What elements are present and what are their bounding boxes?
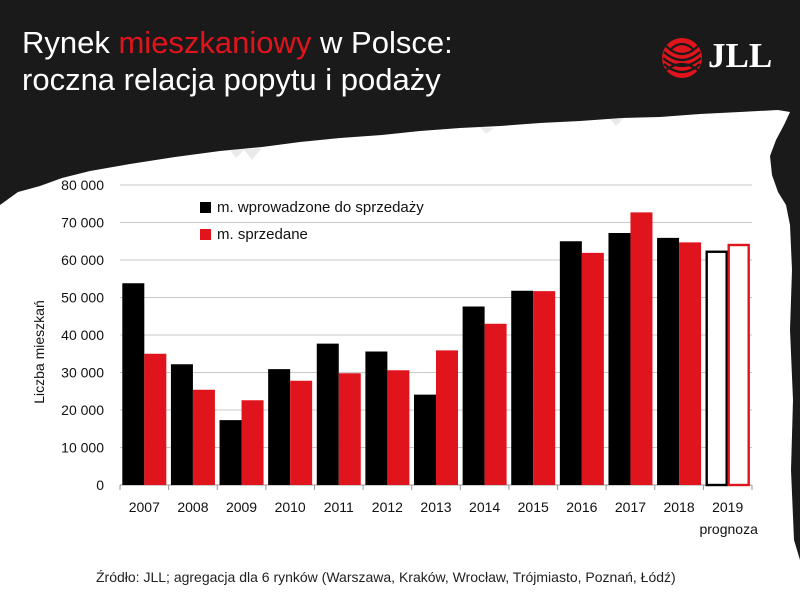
bar-sold <box>581 252 604 485</box>
bar-introduced <box>462 306 485 485</box>
bar-introduced <box>219 420 242 485</box>
bars <box>122 212 750 487</box>
legend: m. wprowadzone do sprzedaży m. sprzedane <box>200 199 424 243</box>
y-tick-label: 30 000 <box>61 365 104 381</box>
legend-swatch <box>200 202 211 213</box>
x-tick-label: 2008 <box>177 499 208 515</box>
title-highlight: mieszkaniowy <box>118 25 312 60</box>
bar-sold <box>630 212 653 485</box>
y-axis-label: Liczba mieszkań <box>31 300 47 404</box>
title-line-1: Rynek mieszkaniowy w Polsce: <box>22 24 453 61</box>
x-tick-label: 2019 <box>712 499 743 515</box>
bar-sold <box>192 389 215 485</box>
source-note: Źródło: JLL; agregacja dla 6 rynków (War… <box>96 569 676 585</box>
x-tick-label: 2014 <box>469 499 500 515</box>
bar-introduced <box>316 343 339 485</box>
legend-swatch <box>200 229 211 240</box>
bar-introduced <box>608 233 631 485</box>
x-tick-label: 2011 <box>324 499 354 515</box>
y-tick-label: 0 <box>96 477 104 493</box>
y-tick-label: 10 000 <box>61 440 104 456</box>
jll-logo-icon <box>662 38 702 78</box>
legend-label: m. sprzedane <box>217 226 308 243</box>
bar-introduced <box>268 369 291 485</box>
bar-sold <box>290 380 313 485</box>
bar-introduced <box>511 290 534 485</box>
x-tick-label: 2012 <box>372 499 403 515</box>
title-part-2: w Polsce: <box>311 25 453 60</box>
bar-sold <box>387 370 410 485</box>
bar-sold <box>144 353 167 485</box>
x-tick-label: 2017 <box>615 499 646 515</box>
y-tick-label: 80 000 <box>61 177 104 193</box>
logo-text: JLL <box>708 36 773 75</box>
title-line-2: roczna relacja popytu i podaży <box>22 62 441 97</box>
bar-introduced <box>170 364 193 485</box>
bar-introduced <box>559 241 582 485</box>
y-tick-label: 50 000 <box>61 290 104 306</box>
bar-sold <box>338 373 361 485</box>
x-axis-tick-labels: 2007 2008 2009 2010 2011 2012 2013 2014 2015 2016… <box>129 499 758 537</box>
bar-sold <box>679 242 702 485</box>
bar-introduced <box>122 283 145 485</box>
bar-sold <box>241 400 264 485</box>
y-tick-label: 60 000 <box>61 252 104 268</box>
x-tick-label: 2018 <box>663 499 694 515</box>
x-tick-label: 2015 <box>518 499 549 515</box>
bar-introduced <box>705 250 728 487</box>
legend-label: m. wprowadzone do sprzedaży <box>217 199 424 216</box>
bar-sold <box>436 350 458 485</box>
x-tick-label: 2007 <box>129 499 160 515</box>
x-tick-label: 2010 <box>275 499 306 515</box>
x-tick-label: 2009 <box>226 499 257 515</box>
bar-sold <box>727 243 750 487</box>
y-tick-label: 70 000 <box>61 215 104 231</box>
x-tick-note: prognoza <box>699 521 758 537</box>
bar-introduced <box>657 237 680 485</box>
bar-sold <box>484 323 507 485</box>
page-title: Rynek mieszkaniowy w Polsce: roczna rela… <box>22 24 453 98</box>
bar-introduced <box>414 394 436 485</box>
x-tick-label: 2016 <box>566 499 597 515</box>
y-tick-label: 40 000 <box>61 327 104 343</box>
y-axis-tick-labels: 0 10 000 20 000 30 000 40 000 50 000 60 000 70 … <box>61 177 104 493</box>
x-tick-label: 2013 <box>420 499 451 515</box>
bar-sold <box>533 291 556 485</box>
y-tick-label: 20 000 <box>61 402 104 418</box>
bar-introduced <box>365 351 388 485</box>
title-part-1: Rynek <box>22 25 119 60</box>
